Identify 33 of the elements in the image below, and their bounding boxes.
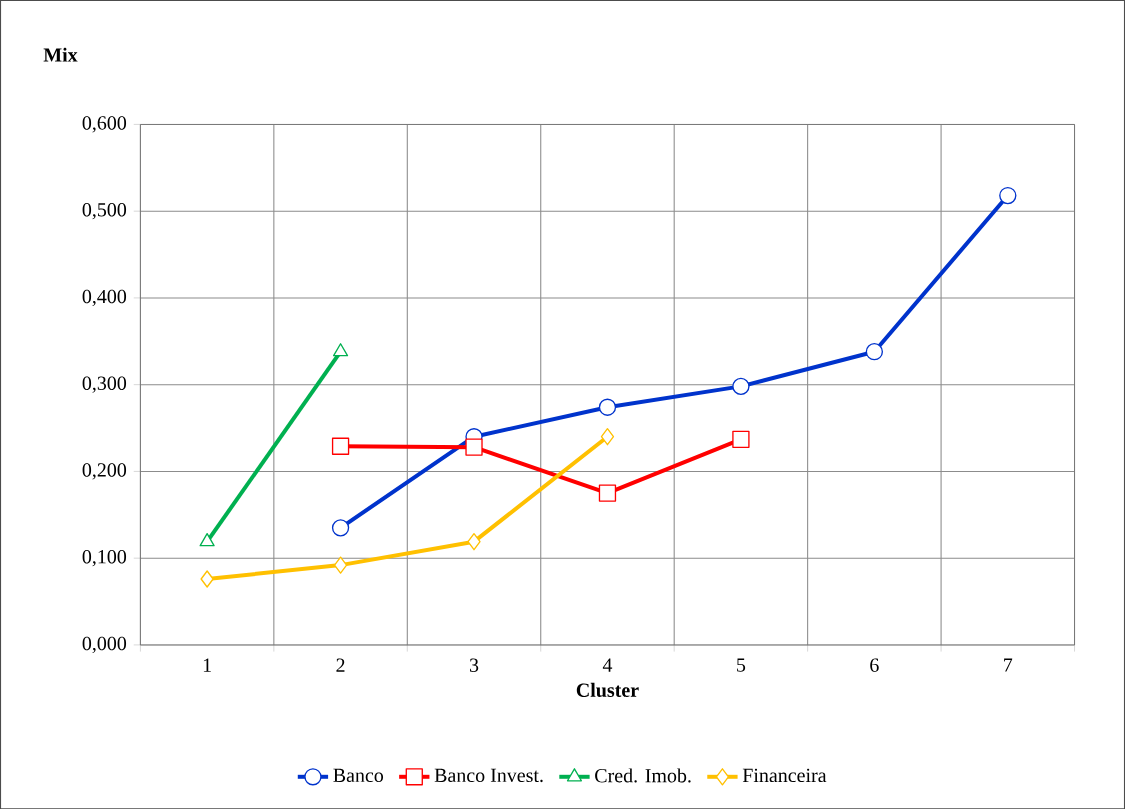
point [598,484,617,502]
x-tick-label: 3 [469,658,479,672]
legend-label: Banco Invest. [434,768,543,782]
y-tick-label: 0,000 [82,636,127,653]
x-tick-label: 1 [203,658,211,672]
point [732,430,750,448]
point [732,377,750,395]
point [200,570,214,588]
x-tick-label: 7 [1004,658,1013,672]
y-axis-title: Mix [43,47,78,62]
y-tick-label: 0,400 [82,289,127,306]
point [465,438,483,456]
point [333,556,348,574]
point [331,519,350,537]
point [865,342,884,361]
y-tick-label: 0,500 [82,202,127,220]
y-tick-label: 0,300 [82,376,127,393]
x-axis-title: Cluster [576,682,639,697]
legend-label: Cred. Imob. [595,768,691,783]
legend-label: Financeira [742,768,827,782]
x-tick-label: 5 [737,658,746,672]
legend-label: Banco [333,768,384,782]
y-tick-label: 0,100 [82,549,127,567]
point [331,437,350,455]
point [600,427,615,446]
point [598,398,617,416]
x-tick-label: 6 [870,658,879,672]
y-tick-label: 0,200 [82,463,127,480]
x-tick-label: 4 [602,658,613,672]
point [467,532,481,551]
y-tick-label: 0,600 [82,116,127,133]
point [999,186,1017,205]
x-tick-label: 2 [336,658,345,672]
